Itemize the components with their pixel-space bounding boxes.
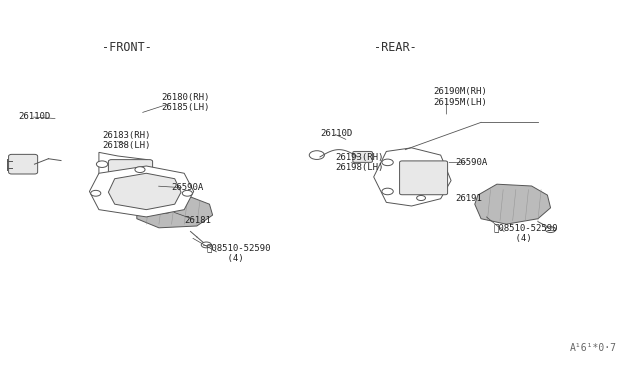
Text: 26191: 26191 bbox=[456, 194, 483, 203]
Circle shape bbox=[97, 190, 108, 196]
Polygon shape bbox=[99, 153, 153, 205]
Polygon shape bbox=[137, 197, 212, 228]
Circle shape bbox=[417, 195, 426, 201]
Text: 26590A: 26590A bbox=[456, 158, 488, 167]
FancyBboxPatch shape bbox=[8, 154, 38, 174]
Text: 26110D: 26110D bbox=[18, 112, 51, 121]
Circle shape bbox=[182, 190, 193, 196]
FancyBboxPatch shape bbox=[108, 160, 152, 198]
Polygon shape bbox=[374, 148, 451, 206]
Polygon shape bbox=[90, 166, 194, 217]
Polygon shape bbox=[108, 173, 181, 210]
Circle shape bbox=[382, 188, 393, 195]
Circle shape bbox=[126, 199, 135, 204]
Text: 26180(RH)
26185(LH): 26180(RH) 26185(LH) bbox=[161, 93, 209, 112]
Text: 26183(RH)
26188(LH): 26183(RH) 26188(LH) bbox=[102, 131, 150, 150]
Text: 26590A: 26590A bbox=[172, 183, 204, 192]
Text: 08510-52590
    (4): 08510-52590 (4) bbox=[206, 244, 271, 263]
FancyBboxPatch shape bbox=[353, 151, 372, 162]
Circle shape bbox=[201, 242, 211, 248]
Text: 08510-52590
    (4): 08510-52590 (4) bbox=[493, 224, 558, 243]
Text: 26110D: 26110D bbox=[320, 129, 352, 138]
Circle shape bbox=[159, 206, 172, 213]
Circle shape bbox=[545, 227, 556, 232]
Text: -FRONT-: -FRONT- bbox=[102, 41, 152, 54]
Polygon shape bbox=[475, 184, 550, 224]
Text: 26193(RH)
26198(LH): 26193(RH) 26198(LH) bbox=[336, 153, 384, 172]
Circle shape bbox=[97, 161, 108, 167]
Text: 26190M(RH)
26195M(LH): 26190M(RH) 26195M(LH) bbox=[434, 87, 488, 107]
Circle shape bbox=[91, 190, 101, 196]
FancyBboxPatch shape bbox=[399, 161, 447, 195]
Text: A¹6¹*0·7: A¹6¹*0·7 bbox=[570, 343, 617, 353]
Circle shape bbox=[382, 159, 393, 166]
Circle shape bbox=[135, 167, 145, 173]
Circle shape bbox=[309, 151, 324, 160]
Text: -REAR-: -REAR- bbox=[374, 41, 417, 54]
Text: 26181: 26181 bbox=[184, 216, 211, 225]
